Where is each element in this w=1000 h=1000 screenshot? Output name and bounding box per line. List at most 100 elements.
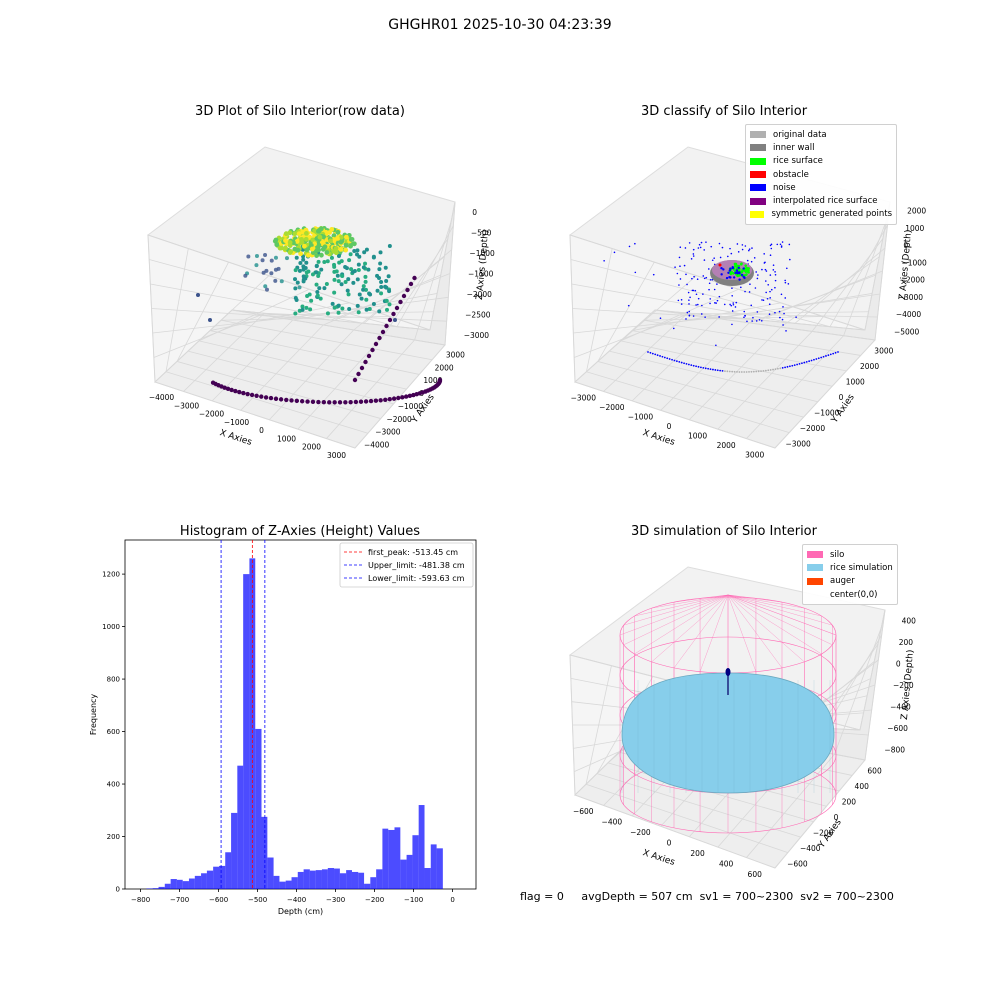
panel3-hist-bar <box>418 805 425 889</box>
panel2-data-point <box>685 362 688 365</box>
panel2-data-point <box>732 276 736 279</box>
panel1-data-point <box>363 359 368 365</box>
panel2-data-point <box>768 313 771 316</box>
panel2-data-point <box>718 295 721 298</box>
panel2-data-point <box>700 366 702 369</box>
panel2-y-tick-label: 1000 <box>846 378 865 387</box>
panel1-data-point <box>359 365 365 371</box>
panel2-data-point <box>743 310 746 313</box>
panel2-data-point <box>699 246 702 249</box>
panel1-data-point <box>364 287 369 292</box>
panel1-data-point <box>407 393 413 399</box>
panel2-data-point <box>783 312 785 315</box>
panel4-legend: silo rice simulation auger center(0,0) <box>802 544 898 606</box>
panel1-data-point <box>355 248 360 253</box>
panel4-silo-roof-wire <box>623 594 729 646</box>
panel2-data-point <box>750 370 753 373</box>
panel1-data-point <box>279 279 284 284</box>
panel2-data-point <box>692 255 695 257</box>
panel1-data-point <box>405 287 410 293</box>
panel2-data-point <box>663 356 666 359</box>
panel1-data-point <box>294 239 300 244</box>
panel1-data-point <box>383 284 388 289</box>
panel3-y-tick-label: 0 <box>116 886 120 894</box>
panel1-data-point <box>260 258 265 263</box>
panel1-data-point <box>383 265 388 270</box>
panel4-z-axis-label: Z Axies (Depth) <box>900 649 916 720</box>
panel3-hist-bar <box>249 558 256 889</box>
panel1-grid-line <box>220 319 433 361</box>
panel3-hist-bar <box>351 871 359 889</box>
panel1-data-point <box>332 269 337 274</box>
panel4-silo-roof-wire <box>699 594 729 672</box>
panel3-hist-bar <box>430 844 437 889</box>
panel3-hist-bar <box>297 871 304 889</box>
legend-label: rice simulation <box>830 562 893 573</box>
panel1-data-point <box>336 303 341 308</box>
panel1-data-point <box>312 228 318 234</box>
panel3-legend-label: Lower_limit: -593.63 cm <box>368 574 465 583</box>
panel1-data-point <box>315 293 320 298</box>
panel3-hist-bar <box>146 888 153 889</box>
panel3-legend-label: Upper_limit: -481.38 cm <box>368 561 465 570</box>
panel2-y-tick-label: −1000 <box>814 408 840 417</box>
panel2-data-point <box>769 290 771 293</box>
panel2-data-point <box>711 259 714 262</box>
panel2-grid-line <box>643 319 861 356</box>
panel2-data-point <box>750 260 753 263</box>
panel1-grid-line <box>149 225 454 328</box>
panel2-data-point <box>786 267 788 270</box>
panel2-data-point <box>788 243 791 246</box>
panel2-data-point <box>721 369 724 372</box>
panel2-data-point <box>738 278 741 281</box>
panel1-data-point <box>332 400 337 405</box>
panel2-data-point <box>647 351 649 353</box>
panel2-data-point <box>752 316 754 319</box>
sv2-text: sv2 = 700~2300 <box>800 890 894 903</box>
panel1-data-point <box>254 393 259 399</box>
panel4-title: 3D simulation of Silo Interior <box>631 524 817 539</box>
panel1-data-point <box>343 400 348 405</box>
panel1-data-point <box>303 265 308 270</box>
panel4-x-tick-label: 200 <box>690 849 705 858</box>
panel2-grid-line <box>573 293 881 334</box>
panel1-data-point <box>356 310 361 315</box>
panel2-data-point <box>686 311 689 314</box>
panel2-data-point <box>716 369 719 372</box>
panel2-data-point <box>761 268 763 271</box>
panel1-data-point <box>283 245 288 251</box>
panel2-data-point <box>741 248 744 251</box>
panel3-hist-bar <box>315 870 322 889</box>
panel3-y-tick-label: 1000 <box>102 623 120 631</box>
panel3-hist-bar <box>201 873 207 889</box>
panel1-data-point <box>375 288 380 293</box>
panel2-data-point <box>745 371 748 373</box>
panel2-grid-line <box>620 340 833 387</box>
panel2-data-point <box>697 247 700 249</box>
panel2-data-point <box>666 357 669 360</box>
panel4-grid-line <box>774 759 866 869</box>
panel1-data-point <box>396 395 401 401</box>
panel4-y-tick-label: 0 <box>834 813 839 822</box>
panel1-data-point <box>298 251 304 257</box>
panel2-data-point <box>731 266 735 270</box>
panel2-grid-line <box>586 371 790 433</box>
panel1-data-point <box>387 302 392 307</box>
panel1-data-point <box>324 250 330 255</box>
panel1-data-point <box>273 278 278 283</box>
panel1-data-point <box>356 262 361 267</box>
panel2-data-point <box>764 280 767 282</box>
panel1-data-point <box>337 260 342 265</box>
legend-swatch <box>807 564 823 572</box>
panel2-data-point <box>745 273 748 276</box>
panel2-data-point <box>697 303 699 306</box>
panel4-silo-roof-wire <box>727 594 833 626</box>
panel3-hist-bar <box>176 879 183 889</box>
avg-depth-text: avgDepth = 507 cm <box>581 890 693 903</box>
panel1-data-point <box>331 248 337 254</box>
panel3-title: Histogram of Z-Axies (Height) Values <box>179 524 421 539</box>
panel1-data-point <box>408 281 414 287</box>
panel3-y-tick-label: 400 <box>107 781 120 789</box>
panel1-grid-line <box>187 350 394 405</box>
panel2-data-point <box>691 277 693 280</box>
